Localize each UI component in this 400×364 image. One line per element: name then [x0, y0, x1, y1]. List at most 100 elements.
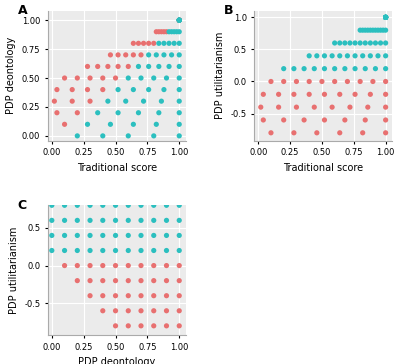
Point: [100, 217, 106, 223]
Point: [260, 91, 266, 97]
Point: [138, 308, 144, 314]
Point: [382, 15, 389, 20]
Point: [122, 98, 129, 104]
Point: [176, 52, 182, 58]
Text: A: A: [18, 4, 27, 17]
Point: [382, 79, 389, 84]
Y-axis label: PDP utilitarianism: PDP utilitarianism: [9, 226, 19, 314]
Point: [49, 233, 55, 238]
Point: [301, 66, 307, 72]
Point: [156, 110, 162, 116]
Point: [367, 53, 374, 59]
Point: [321, 117, 328, 123]
Point: [153, 29, 160, 35]
Point: [176, 40, 182, 46]
Point: [268, 79, 274, 84]
Point: [100, 293, 106, 298]
Point: [54, 87, 60, 92]
Point: [130, 87, 136, 92]
Point: [176, 122, 182, 127]
Point: [94, 110, 101, 116]
Point: [125, 293, 132, 298]
Point: [146, 87, 152, 92]
Point: [357, 40, 363, 46]
Point: [74, 217, 80, 223]
Point: [87, 75, 93, 81]
Point: [311, 104, 318, 110]
Point: [276, 91, 282, 97]
Point: [125, 308, 132, 314]
Point: [69, 98, 76, 104]
Point: [122, 52, 129, 58]
Point: [156, 64, 162, 70]
Point: [360, 53, 366, 59]
Point: [176, 233, 182, 238]
Point: [74, 133, 80, 139]
Point: [125, 202, 132, 208]
Point: [352, 91, 358, 97]
Point: [176, 17, 182, 23]
Point: [344, 79, 351, 84]
Point: [150, 323, 157, 329]
Point: [84, 122, 91, 127]
Point: [146, 64, 152, 70]
Point: [258, 104, 264, 110]
Point: [61, 217, 68, 223]
Point: [158, 98, 164, 104]
Point: [61, 202, 68, 208]
Point: [382, 15, 389, 20]
Point: [176, 75, 182, 81]
Point: [100, 278, 106, 284]
Point: [100, 75, 106, 81]
Point: [49, 217, 55, 223]
Point: [166, 64, 172, 70]
Point: [176, 187, 182, 193]
X-axis label: PDP deontology: PDP deontology: [78, 357, 156, 364]
Y-axis label: PDP deontology: PDP deontology: [6, 37, 16, 114]
Point: [260, 117, 266, 123]
Point: [362, 117, 368, 123]
Point: [161, 40, 167, 46]
Point: [163, 75, 170, 81]
Point: [150, 40, 157, 46]
Point: [367, 27, 374, 33]
Point: [100, 202, 106, 208]
Point: [306, 53, 312, 59]
Point: [311, 66, 318, 72]
Point: [321, 91, 328, 97]
Point: [94, 64, 101, 70]
Point: [112, 248, 119, 253]
Point: [280, 66, 287, 72]
Point: [163, 233, 170, 238]
Point: [130, 122, 136, 127]
Point: [105, 64, 111, 70]
Point: [382, 15, 389, 20]
Point: [372, 66, 379, 72]
Point: [51, 98, 58, 104]
Point: [163, 323, 170, 329]
Point: [163, 202, 170, 208]
Point: [314, 130, 320, 136]
Point: [268, 130, 274, 136]
Point: [54, 110, 60, 116]
Point: [382, 66, 389, 72]
Point: [370, 27, 376, 33]
Point: [372, 40, 379, 46]
Point: [344, 53, 351, 59]
Point: [87, 263, 93, 269]
Point: [107, 122, 114, 127]
Point: [174, 29, 180, 35]
Point: [125, 75, 132, 81]
Point: [87, 217, 93, 223]
Point: [138, 202, 144, 208]
Point: [301, 117, 307, 123]
Point: [357, 79, 363, 84]
Point: [382, 15, 389, 20]
Point: [161, 29, 167, 35]
Point: [112, 263, 119, 269]
Point: [291, 130, 297, 136]
Point: [321, 53, 328, 59]
Point: [138, 75, 144, 81]
Point: [74, 233, 80, 238]
Point: [74, 278, 80, 284]
